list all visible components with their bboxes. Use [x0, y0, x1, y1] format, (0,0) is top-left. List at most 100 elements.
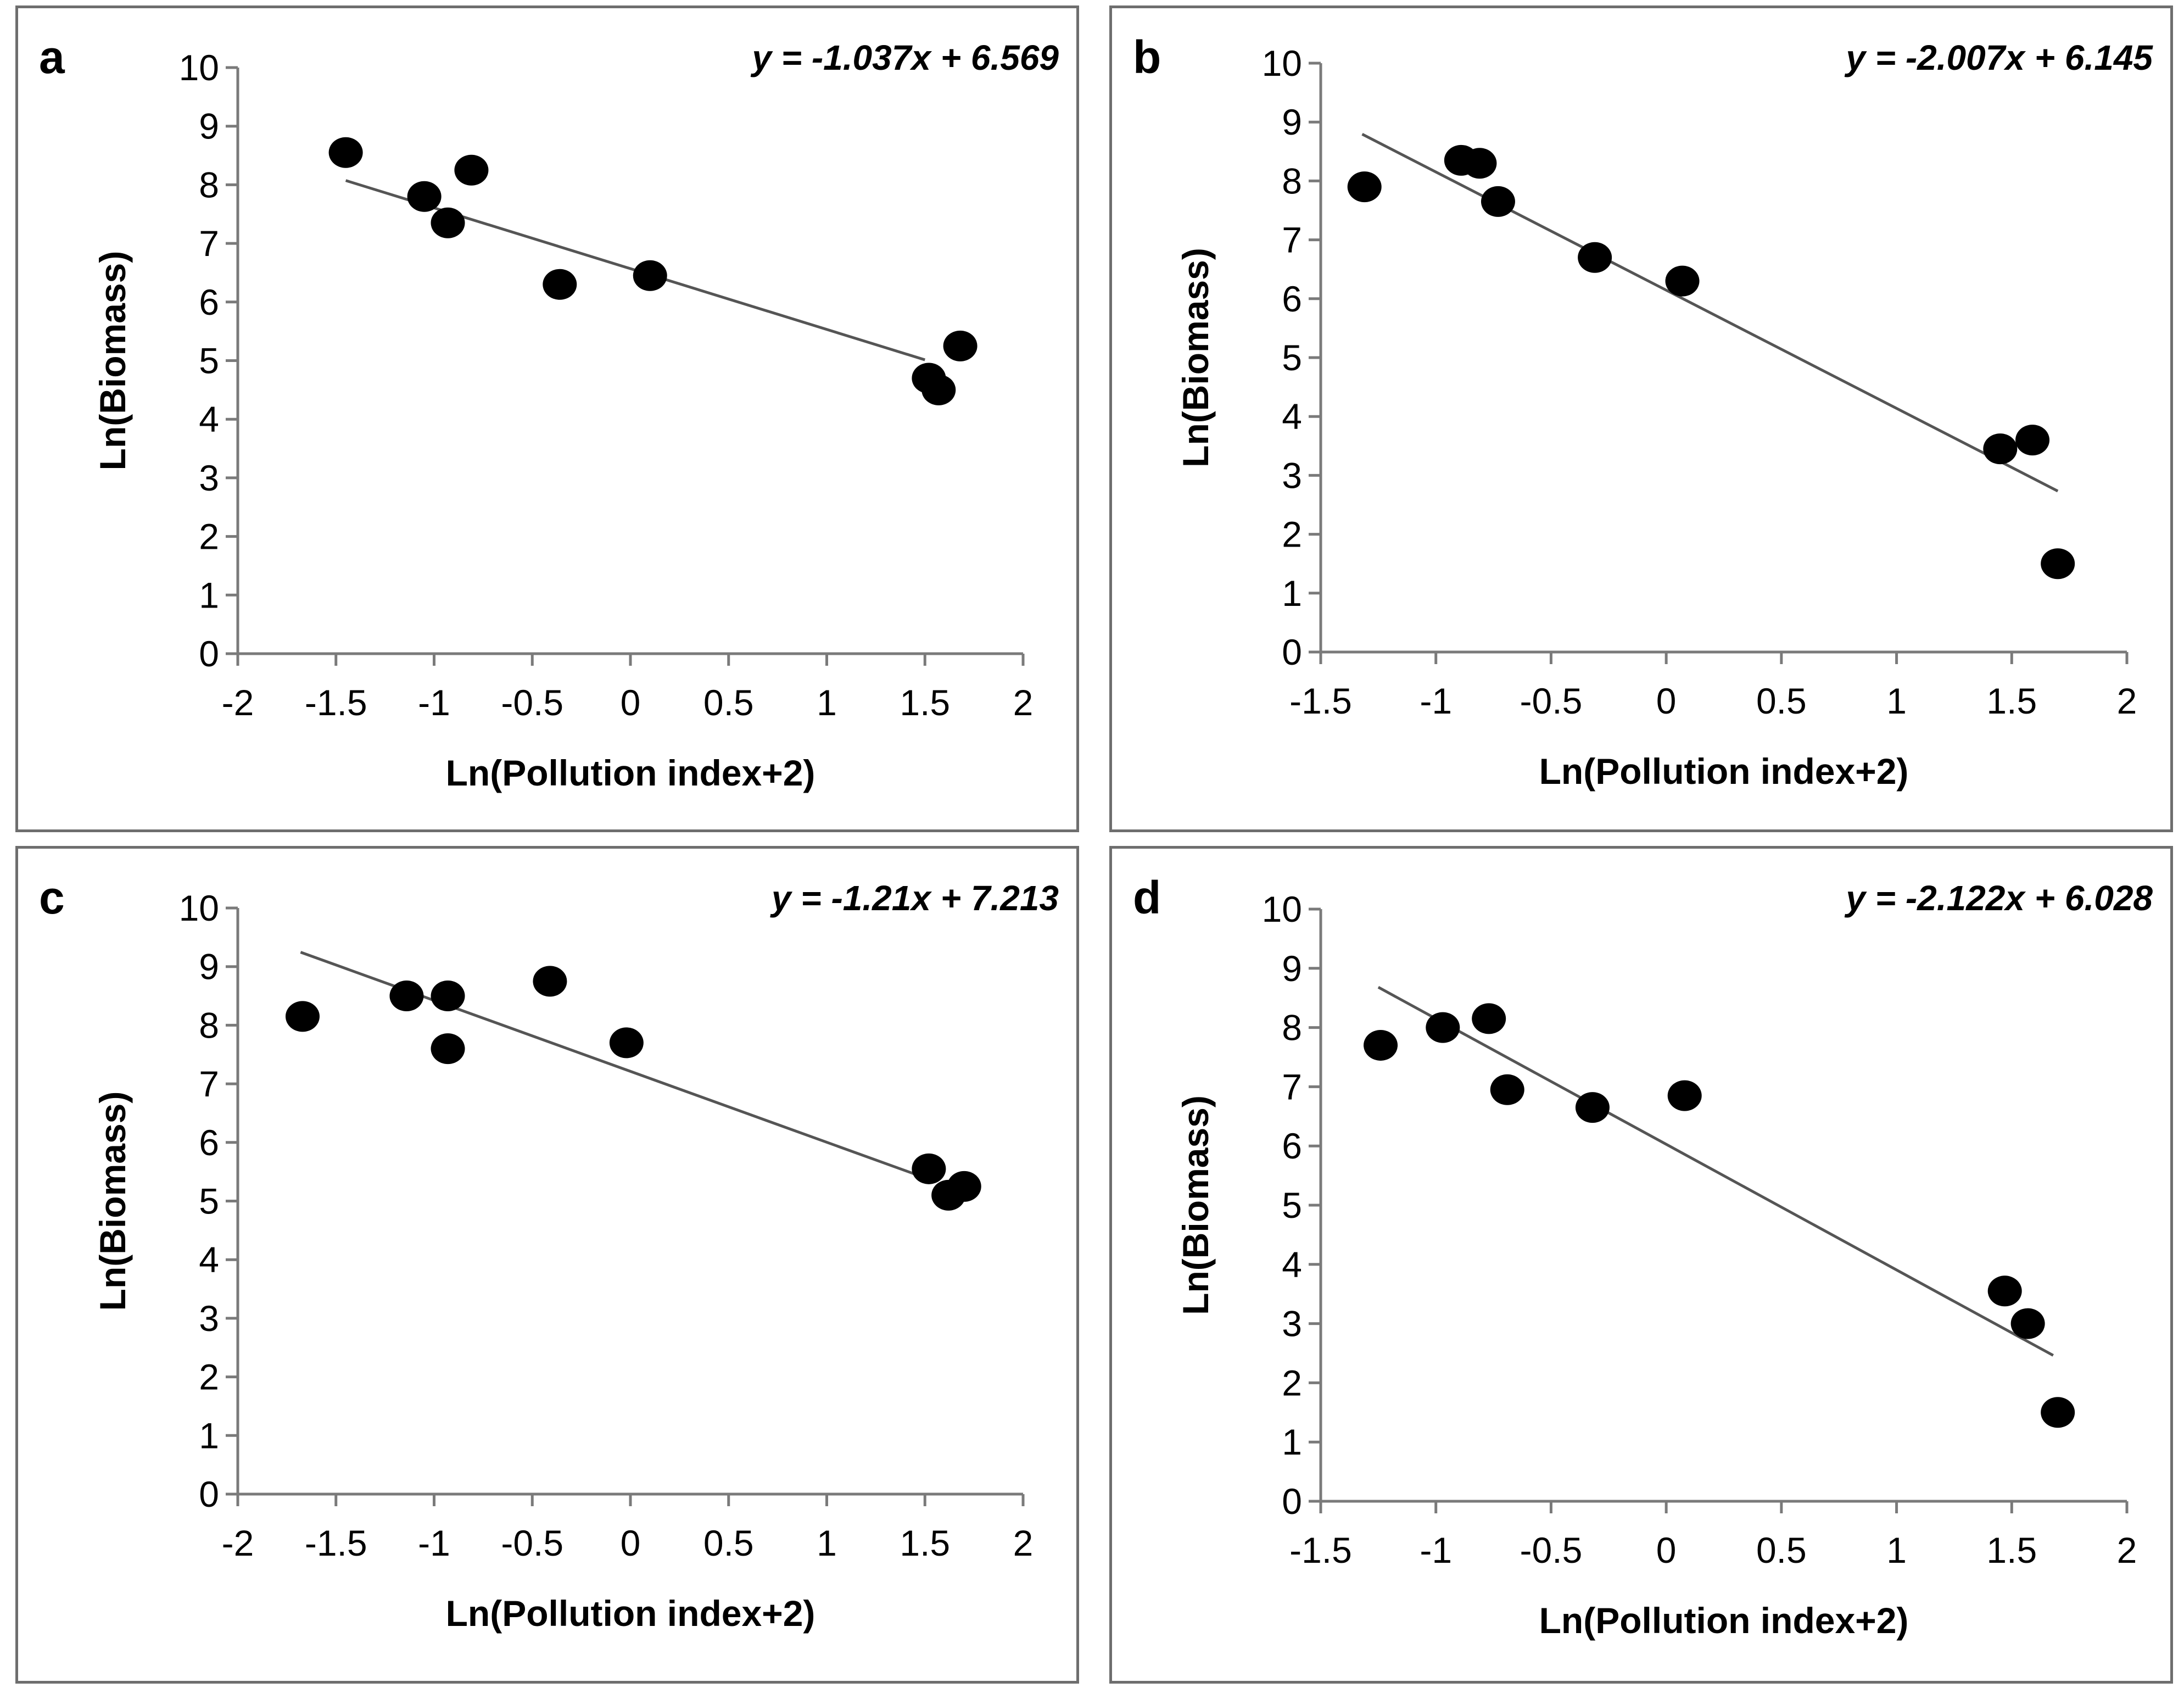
x-tick-label: 0 — [621, 682, 641, 723]
regression-equation: y = -1.21x + 7.213 — [770, 878, 1059, 918]
x-axis-title: Ln(Pollution index+2) — [1539, 1600, 1909, 1641]
regression-equation: y = -1.037x + 6.569 — [750, 38, 1059, 77]
y-tick-label: 10 — [179, 47, 219, 88]
y-tick-label: 10 — [179, 888, 219, 928]
x-tick-label: 1.5 — [900, 682, 950, 723]
x-tick-label: 1 — [1886, 681, 1907, 721]
y-tick-label: 0 — [1282, 1481, 1302, 1522]
data-point — [1490, 1074, 1524, 1105]
y-tick-label: 5 — [199, 1181, 219, 1222]
trend-line — [1361, 133, 2059, 493]
x-tick-label: 2 — [2117, 1530, 2137, 1570]
x-tick-label: 2 — [2117, 681, 2137, 721]
data-point — [389, 981, 424, 1012]
x-tick-label: 0.5 — [1756, 1530, 1807, 1570]
x-tick-label: -0.5 — [1520, 1530, 1583, 1570]
x-tick-label: -1.5 — [1289, 681, 1352, 721]
data-point — [1481, 186, 1515, 217]
data-point — [1667, 1080, 1702, 1111]
x-tick-label: 1 — [817, 682, 837, 723]
data-point — [543, 269, 577, 300]
y-axis-title: Ln(Biomass) — [92, 251, 133, 471]
data-point — [633, 260, 667, 291]
y-tick-label: 9 — [1282, 102, 1302, 142]
y-tick-label: 4 — [199, 399, 219, 439]
x-tick-label: -1.5 — [305, 1523, 367, 1563]
x-tick-label: 1.5 — [900, 1523, 950, 1563]
y-tick-label: 8 — [1282, 160, 1302, 201]
x-tick-label: 0.5 — [1756, 681, 1807, 721]
chart-panel-b: 0 1 2 3 4 5 6 7 8 9 10 -1.5 -1 -0.5 0 0.5 1 1.5 2 Ln(Pollut… — [1109, 5, 2173, 832]
x-tick-label: 1.5 — [1986, 1530, 2037, 1570]
data-point — [1472, 1003, 1506, 1034]
data-point — [2015, 425, 2050, 456]
data-point — [609, 1027, 644, 1059]
y-axis-title: Ln(Biomass) — [1175, 1095, 1216, 1315]
regression-equation: y = -2.122x + 6.028 — [1844, 878, 2153, 918]
y-tick-label: 3 — [1282, 455, 1302, 495]
data-point — [431, 981, 465, 1012]
data-point — [2041, 548, 2075, 580]
y-tick-label: 7 — [199, 1063, 219, 1104]
data-point — [431, 207, 465, 238]
data-point — [533, 966, 567, 997]
y-tick-label: 0 — [1282, 632, 1302, 672]
y-tick-label: 2 — [199, 516, 219, 557]
x-tick-label: -0.5 — [501, 682, 563, 723]
chart-panel-a: 0 1 2 3 4 5 6 7 8 9 10 -2 -1.5 -1 -0.5 0 0.5 1 1.5 2 Ln(Poll… — [15, 5, 1079, 832]
x-tick-label: -2 — [222, 1523, 254, 1563]
y-tick-label: 0 — [199, 633, 219, 674]
data-point — [1347, 171, 1382, 203]
data-point — [1426, 1012, 1460, 1043]
x-tick-label: 2 — [1013, 1523, 1034, 1563]
y-tick-label: 4 — [1282, 396, 1302, 437]
y-tick-label: 9 — [199, 946, 219, 987]
chart-panel-d: 0 1 2 3 4 5 6 7 8 9 10 -1.5 -1 -0.5 0 0.5 1 1.5 2 Ln(Pollut… — [1109, 846, 2173, 1684]
x-tick-label: 2 — [1013, 682, 1034, 723]
data-point — [2041, 1397, 2075, 1428]
data-point — [1578, 242, 1612, 273]
y-tick-label: 0 — [199, 1474, 219, 1514]
data-point — [2010, 1308, 2045, 1339]
y-tick-label: 9 — [1282, 948, 1302, 989]
y-tick-label: 8 — [199, 1005, 219, 1045]
scatter-plot-a: 0 1 2 3 4 5 6 7 8 9 10 -2 -1.5 -1 -0.5 0 0.5 1 1.5 2 Ln(Poll… — [39, 31, 1059, 793]
y-tick-label: 7 — [199, 223, 219, 264]
x-tick-label: -1 — [1420, 1530, 1452, 1570]
y-tick-label: 4 — [199, 1239, 219, 1280]
scatter-plot-c: 0 1 2 3 4 5 6 7 8 9 10 -2 -1.5 -1 -0.5 0 0.5 1 1.5 2 Ln(Poll… — [39, 872, 1059, 1634]
x-tick-label: 1 — [1886, 1530, 1907, 1570]
y-tick-label: 1 — [1282, 1422, 1302, 1462]
data-point — [921, 374, 956, 405]
x-axis-title: Ln(Pollution index+2) — [1539, 751, 1909, 792]
y-tick-label: 1 — [199, 1415, 219, 1456]
x-axis-title: Ln(Pollution index+2) — [446, 753, 815, 793]
panel-label: c — [39, 872, 65, 923]
data-point — [454, 154, 489, 186]
y-tick-label: 2 — [1282, 514, 1302, 555]
scatter-plot-d: 0 1 2 3 4 5 6 7 8 9 10 -1.5 -1 -0.5 0 0.5 1 1.5 2 Ln(Pollut… — [1133, 872, 2153, 1641]
y-tick-label: 4 — [1282, 1244, 1302, 1285]
y-tick-label: 9 — [199, 106, 219, 147]
x-tick-label: -2 — [222, 682, 254, 723]
x-tick-label: -0.5 — [501, 1523, 563, 1563]
y-tick-label: 10 — [1262, 889, 1302, 929]
y-tick-label: 8 — [1282, 1007, 1302, 1048]
data-point — [407, 181, 442, 212]
panel-label: b — [1133, 31, 1161, 83]
y-tick-label: 3 — [199, 1298, 219, 1339]
x-tick-label: -1 — [1420, 681, 1452, 721]
y-tick-label: 2 — [199, 1357, 219, 1397]
x-tick-label: 0 — [1656, 1530, 1677, 1570]
x-tick-label: 1 — [817, 1523, 837, 1563]
data-point — [1462, 148, 1497, 179]
x-tick-label: -1.5 — [305, 682, 367, 723]
data-point — [328, 137, 363, 168]
y-tick-label: 6 — [1282, 278, 1302, 319]
chart-panel-c: 0 1 2 3 4 5 6 7 8 9 10 -2 -1.5 -1 -0.5 0 0.5 1 1.5 2 Ln(Poll… — [15, 846, 1079, 1684]
x-tick-label: -1.5 — [1289, 1530, 1352, 1570]
y-tick-label: 3 — [199, 458, 219, 498]
y-tick-label: 6 — [199, 282, 219, 322]
y-tick-label: 5 — [1282, 1185, 1302, 1225]
data-point — [943, 330, 978, 361]
